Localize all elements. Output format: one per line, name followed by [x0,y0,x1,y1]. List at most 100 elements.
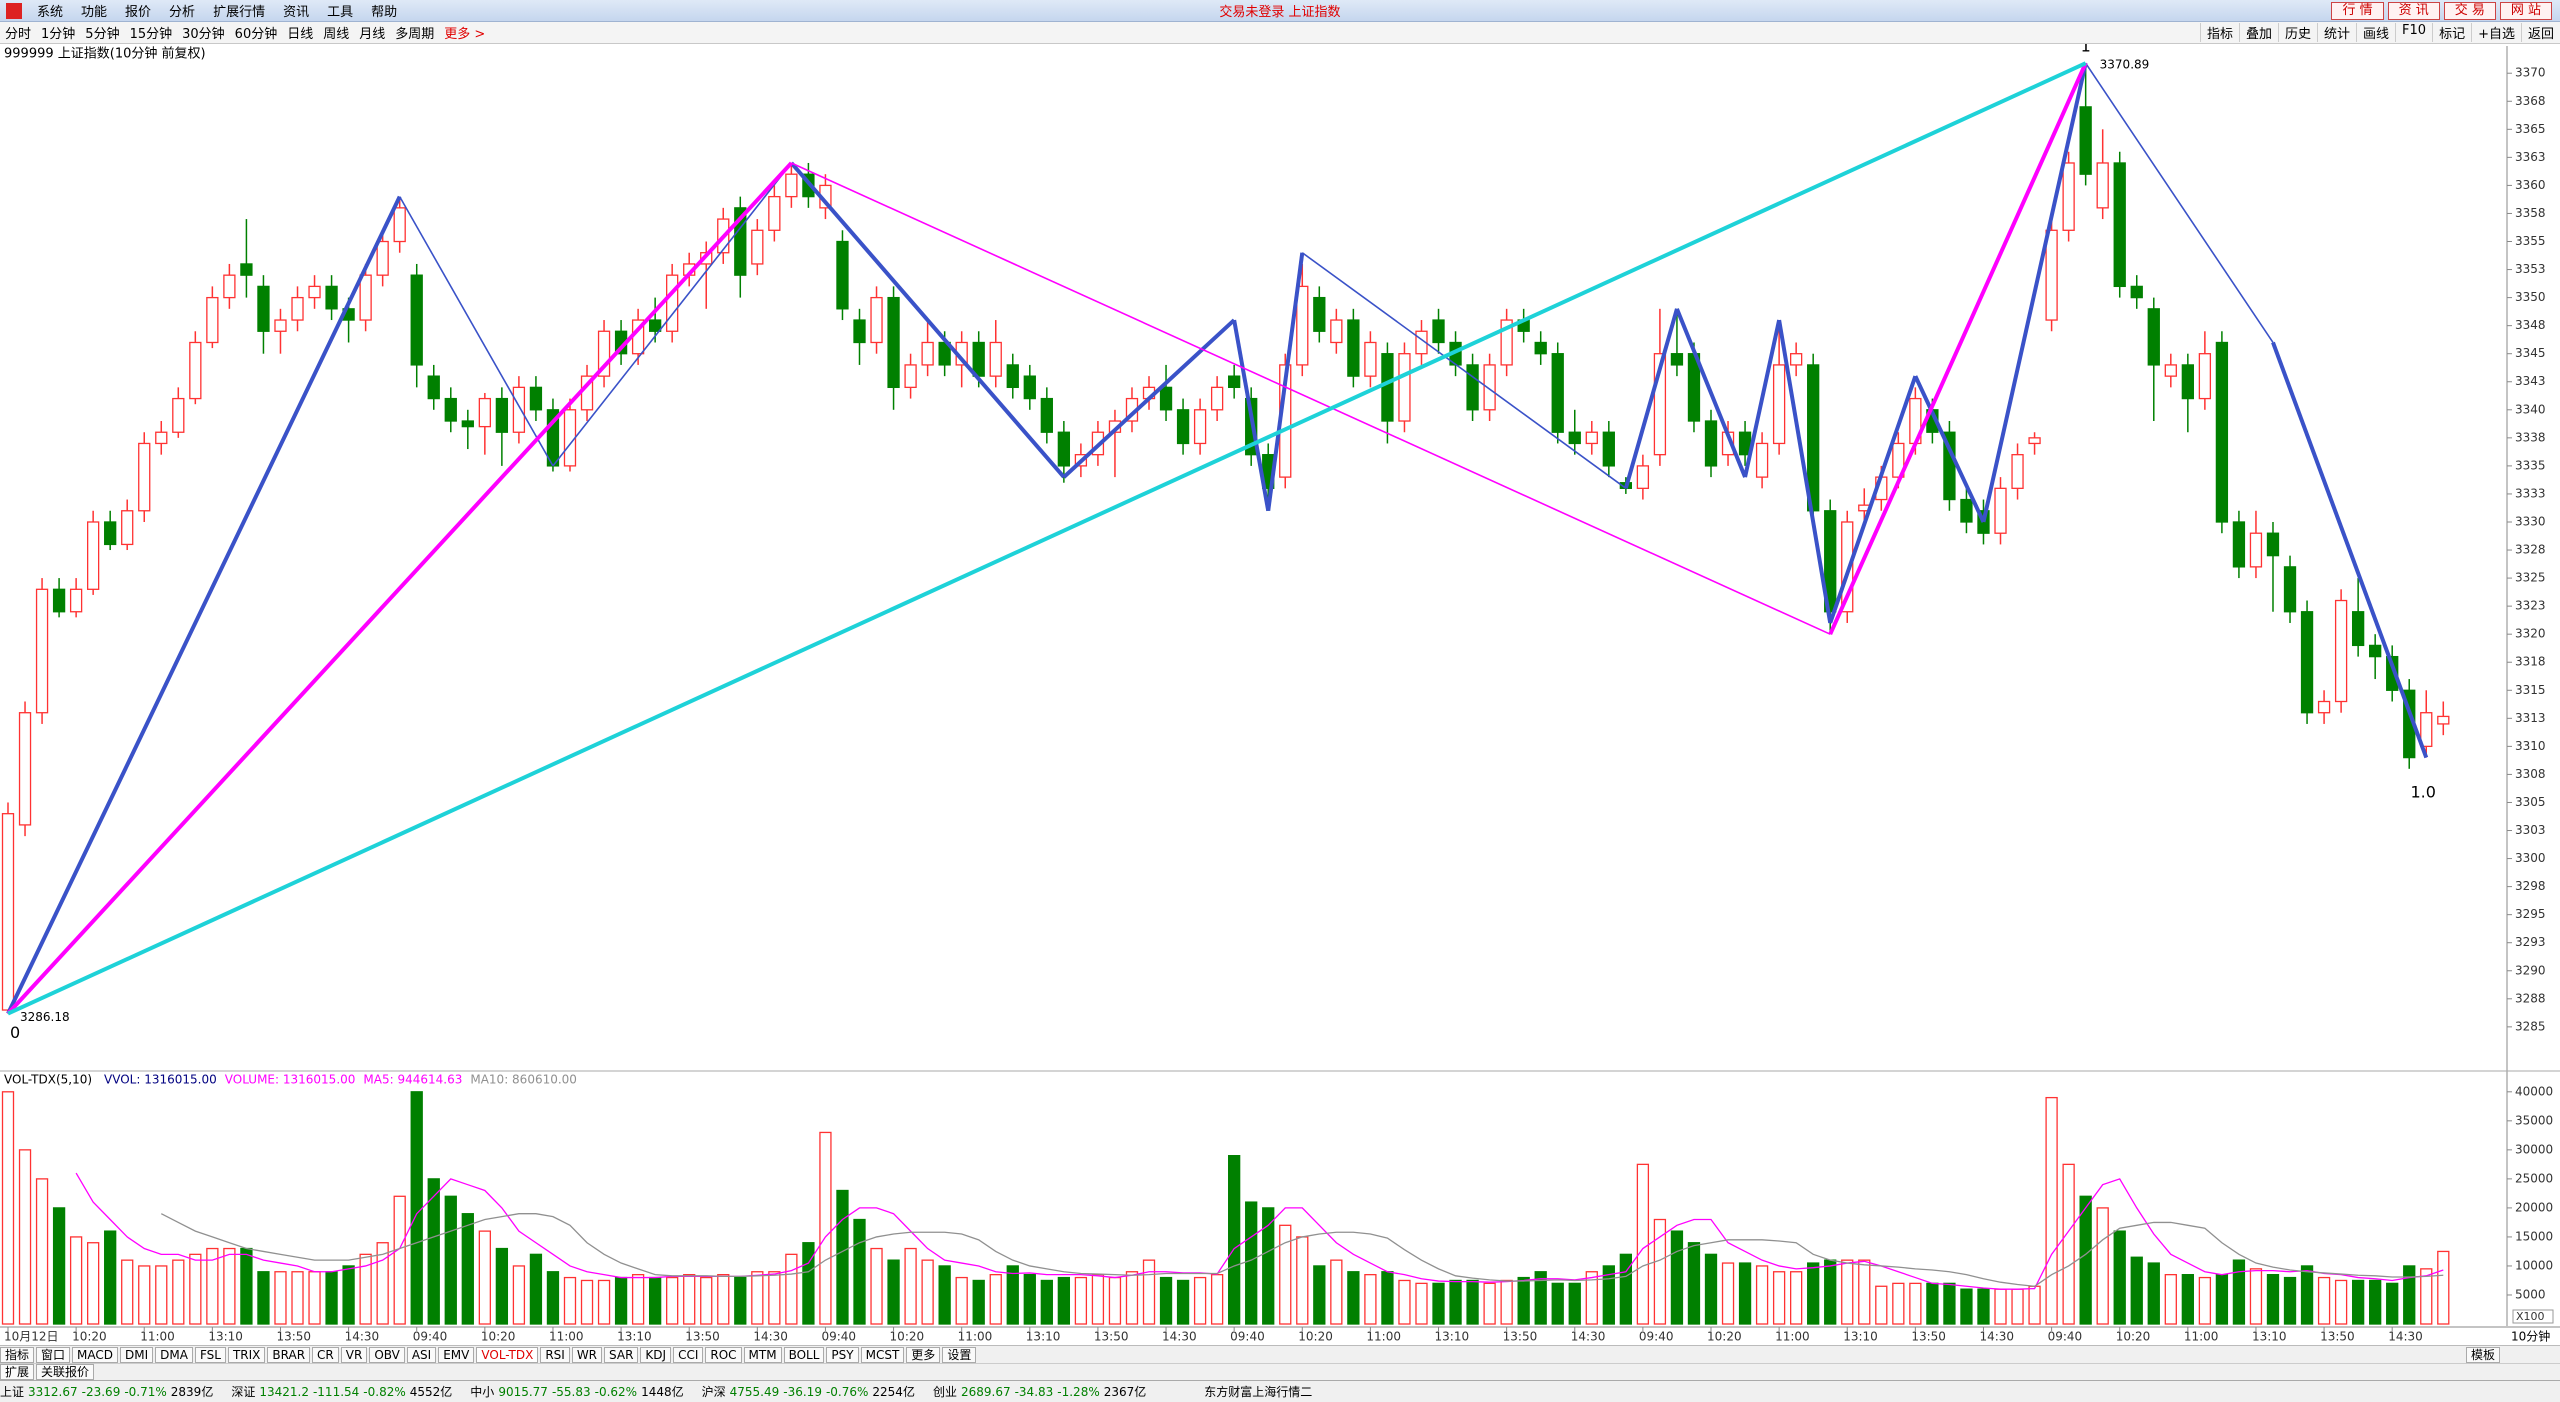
menu-item[interactable]: 工具 [327,5,354,20]
top-button[interactable]: 交 易 [2443,1,2496,20]
period-button[interactable]: 多周期 [395,27,435,42]
indicator-tab[interactable]: 窗口 [36,1346,71,1363]
volume-bar [1636,1163,1650,1325]
volume-bar [1653,1218,1667,1325]
period-button[interactable]: 5分钟 [85,27,120,42]
index-quote[interactable]: 沪深 4755.49 -36.19 -0.76% 2254亿 [702,1383,915,1400]
indicator-tab[interactable]: 设置 [942,1346,977,1363]
tool-button[interactable]: 历史 [2277,23,2317,42]
indicator-tab[interactable]: WR [571,1346,603,1363]
tool-button[interactable]: 画线 [2356,23,2395,42]
indicator-tab[interactable]: ROC [705,1346,742,1363]
period-button[interactable]: 更多 > [444,27,486,42]
indicator-tab[interactable]: TRIX [227,1346,266,1363]
indicator-tab[interactable]: MTM [743,1346,782,1363]
indicator-tab[interactable]: EMV [438,1346,475,1363]
menu-item[interactable]: 资讯 [283,5,310,20]
indicator-tab[interactable]: PSY [826,1346,859,1363]
indicator-tab[interactable]: BRAR [267,1346,311,1363]
menu-item[interactable]: 帮助 [371,5,398,20]
indicator-tab[interactable]: DMI [120,1346,154,1363]
indicator-tab[interactable]: CCI [673,1346,704,1363]
volume-bar [546,1271,560,1325]
period-button[interactable]: 周线 [323,27,350,42]
menu-item[interactable]: 报价 [125,5,152,20]
volume-bar [1364,1274,1377,1325]
candle-body [1296,285,1309,366]
tool-button[interactable]: 叠加 [2238,23,2278,42]
volume-bar [717,1274,730,1325]
index-quote[interactable]: 上证 3312.67 -23.69 -0.71% 2839亿 [0,1383,213,1400]
menu-item[interactable]: 分析 [169,5,196,20]
indicator-tab[interactable]: OBV [369,1346,405,1363]
indicator-tab[interactable]: ASI [406,1346,437,1363]
menu-item[interactable]: 扩展行情 [213,5,266,20]
indicator-tab[interactable]: 更多 [906,1346,941,1363]
candle-body [563,409,577,467]
period-button[interactable]: 1分钟 [41,27,76,42]
indicator-tab[interactable]: VOL-TDX [476,1346,539,1363]
wave-line [1828,62,2088,635]
index-quote[interactable]: 深证 13421.2 -111.54 -0.82% 4552亿 [231,1383,452,1400]
volume-bar [325,1271,338,1325]
menu-item[interactable]: 功能 [81,5,108,20]
volume-bar [155,1265,168,1325]
indicator-tab[interactable]: RSI [540,1346,570,1363]
indicator-tab[interactable]: MCST [860,1346,905,1363]
candle-body [1176,409,1190,445]
indicator-tab[interactable]: KDJ [640,1346,672,1363]
menu-item[interactable]: 系统 [37,5,64,20]
y-tick-label: 3338 [2515,430,2546,444]
indicator-tab[interactable]: FSL [194,1346,226,1363]
candle-body [1943,431,1956,501]
indicator-tab[interactable]: MACD [72,1346,119,1363]
sub-tab[interactable]: 关联报价 [36,1364,95,1380]
tool-button[interactable]: 标记 [2432,23,2471,42]
index-quote[interactable]: 创业 2689.67 -34.83 -1.28% 2367亿 [933,1383,1146,1400]
candle-body [2369,644,2382,658]
volume-bar [1449,1279,1462,1325]
period-button[interactable]: 15分钟 [129,27,173,42]
volume-bar [734,1276,747,1325]
indicator-tab[interactable]: BOLL [783,1346,825,1363]
x-tick-label: 13:50 [276,1330,311,1344]
top-button[interactable]: 网 站 [2499,1,2552,20]
volume-bar [1279,1224,1292,1325]
period-button[interactable]: 日线 [287,27,314,42]
tool-button[interactable]: F10 [2395,23,2432,42]
candle-body [1841,521,1854,613]
indicator-tab[interactable]: CR [312,1346,339,1363]
volume-bar [1176,1279,1190,1325]
period-button[interactable]: 60分钟 [234,27,278,42]
tool-button[interactable]: 指标 [2199,23,2239,42]
top-button[interactable]: 资 讯 [2387,1,2440,20]
period-button[interactable]: 月线 [359,27,386,42]
period-button[interactable]: 分时 [5,27,32,42]
indicator-tab[interactable]: DMA [155,1346,193,1363]
tool-button[interactable]: +自选 [2471,23,2521,42]
tool-button[interactable]: 返回 [2520,23,2560,42]
candle-body [870,296,883,344]
volume-bar [955,1276,968,1325]
top-button[interactable]: 行 情 [2331,1,2384,20]
volume-bar [512,1265,526,1325]
volume-bar [1551,1282,1564,1325]
tool-button[interactable]: 统计 [2317,23,2356,42]
volume-bar [87,1242,100,1325]
period-button[interactable]: 30分钟 [182,27,225,42]
indicator-tab[interactable]: 指标 [0,1346,35,1363]
index-quote[interactable]: 中小 9015.77 -55.83 -0.62% 1448亿 [470,1383,683,1400]
index-price: 3312.67 [28,1385,78,1399]
indicator-tab[interactable]: SAR [604,1346,639,1363]
sub-tab[interactable]: 扩展 [0,1364,35,1380]
index-price: 9015.77 [498,1385,548,1399]
volume-bar [2215,1274,2229,1325]
volume-bar [1432,1282,1445,1325]
volume-bar [631,1274,645,1325]
x-tick-label: 13:10 [1026,1330,1061,1344]
template-button[interactable]: 模板 [2465,1346,2500,1363]
y-tick-label: 20000 [2515,1200,2553,1214]
indicator-tab[interactable]: VR [340,1346,368,1363]
volume-bar [819,1131,832,1325]
volume-header: VVOL: 1316015.00 [104,1073,217,1087]
